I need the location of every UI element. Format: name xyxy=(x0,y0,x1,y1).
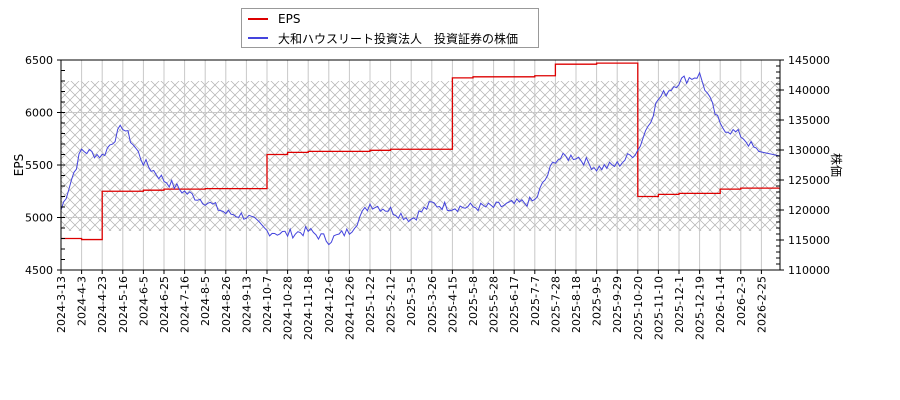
right-tick-label: 135000 xyxy=(788,114,830,127)
right-tick-label: 130000 xyxy=(788,144,830,157)
x-axis: 2024-3-13 2024-4-3 2024-4-23 2024-5-16 2024-… xyxy=(55,270,768,340)
x-tick-label: 2025-6-17 xyxy=(508,276,521,333)
x-tick-label: 2025-4-15 xyxy=(446,276,459,333)
right-tick-label: 110000 xyxy=(788,264,830,277)
x-tick-label: 2024-6-5 xyxy=(137,276,150,326)
legend-label-price: 大和ハウスリート投資法人 投資証券の株価 xyxy=(278,31,519,46)
left-axis: 6500 6000 5500 5000 4500 xyxy=(25,54,65,277)
x-tick-label: 2025-3-5 xyxy=(405,276,418,326)
x-tick-label: 2025-12-1 xyxy=(673,276,686,333)
x-tick-label: 2025-5-28 xyxy=(488,276,501,333)
x-tick-label: 2025-9-29 xyxy=(611,276,624,333)
x-tick-label: 2024-12-26 xyxy=(343,276,356,340)
x-tick-label: 2025-2-12 xyxy=(385,276,398,333)
shaded-band xyxy=(61,81,780,231)
x-tick-label: 2024-4-3 xyxy=(76,276,89,326)
right-axis: 145000 140000 135000 130000 125000 120000 1150… xyxy=(776,54,830,277)
x-tick-label: 2025-8-18 xyxy=(570,276,583,333)
x-tick-label: 2025-5-8 xyxy=(467,276,480,326)
left-tick-label: 6500 xyxy=(25,54,53,67)
x-tick-label: 2024-8-26 xyxy=(220,276,233,333)
x-tick-label: 2025-1-22 xyxy=(364,276,377,333)
legend: EPS 大和ハウスリート投資法人 投資証券の株価 xyxy=(241,8,539,48)
eps-swatch-icon xyxy=(248,18,268,20)
right-axis-title: 株価 xyxy=(829,153,844,177)
right-tick-label: 140000 xyxy=(788,84,830,97)
x-tick-label: 2026-2-25 xyxy=(755,276,768,333)
legend-item-eps: EPS xyxy=(248,11,300,27)
x-tick-label: 2024-5-16 xyxy=(117,276,130,333)
x-tick-label: 2025-10-20 xyxy=(632,276,645,340)
x-tick-label: 2026-2-3 xyxy=(735,276,748,326)
x-tick-label: 2024-7-16 xyxy=(179,276,192,333)
right-tick-label: 145000 xyxy=(788,54,830,67)
left-tick-label: 4500 xyxy=(25,264,53,277)
x-tick-label: 2025-12-19 xyxy=(694,276,707,340)
x-tick-label: 2024-10-7 xyxy=(261,276,274,333)
x-tick-label: 2024-10-28 xyxy=(282,276,295,340)
x-tick-label: 2025-7-7 xyxy=(529,276,542,326)
right-tick-label: 125000 xyxy=(788,174,830,187)
plot-area xyxy=(60,59,781,271)
x-tick-label: 2024-8-5 xyxy=(199,276,212,326)
left-tick-label: 6000 xyxy=(25,107,53,120)
eps-series-line xyxy=(61,62,780,241)
x-tick-label: 2024-11-18 xyxy=(302,276,315,340)
right-tick-label: 115000 xyxy=(788,234,830,247)
x-tick-label: 2025-7-28 xyxy=(549,276,562,333)
price-swatch-icon xyxy=(248,37,268,39)
x-tick-label: 2024-9-13 xyxy=(240,276,253,333)
x-tick-label: 2026-1-14 xyxy=(714,276,727,333)
left-axis-title: EPS xyxy=(12,154,26,176)
legend-item-price: 大和ハウスリート投資法人 投資証券の株価 xyxy=(248,30,518,46)
right-tick-label: 120000 xyxy=(788,204,830,217)
left-tick-label: 5500 xyxy=(25,159,53,172)
price-series-line xyxy=(60,71,781,246)
legend-label-eps: EPS xyxy=(278,12,301,26)
x-tick-label: 2024-6-25 xyxy=(158,276,171,333)
x-tick-label: 2025-9-5 xyxy=(591,276,604,326)
x-tick-label: 2024-3-13 xyxy=(55,276,68,333)
x-tick-label: 2024-12-6 xyxy=(323,276,336,333)
left-tick-label: 5000 xyxy=(25,212,53,225)
x-tick-label: 2025-3-26 xyxy=(426,276,439,333)
x-tick-label: 2024-4-23 xyxy=(96,276,109,333)
x-tick-label: 2025-11-10 xyxy=(652,276,665,340)
